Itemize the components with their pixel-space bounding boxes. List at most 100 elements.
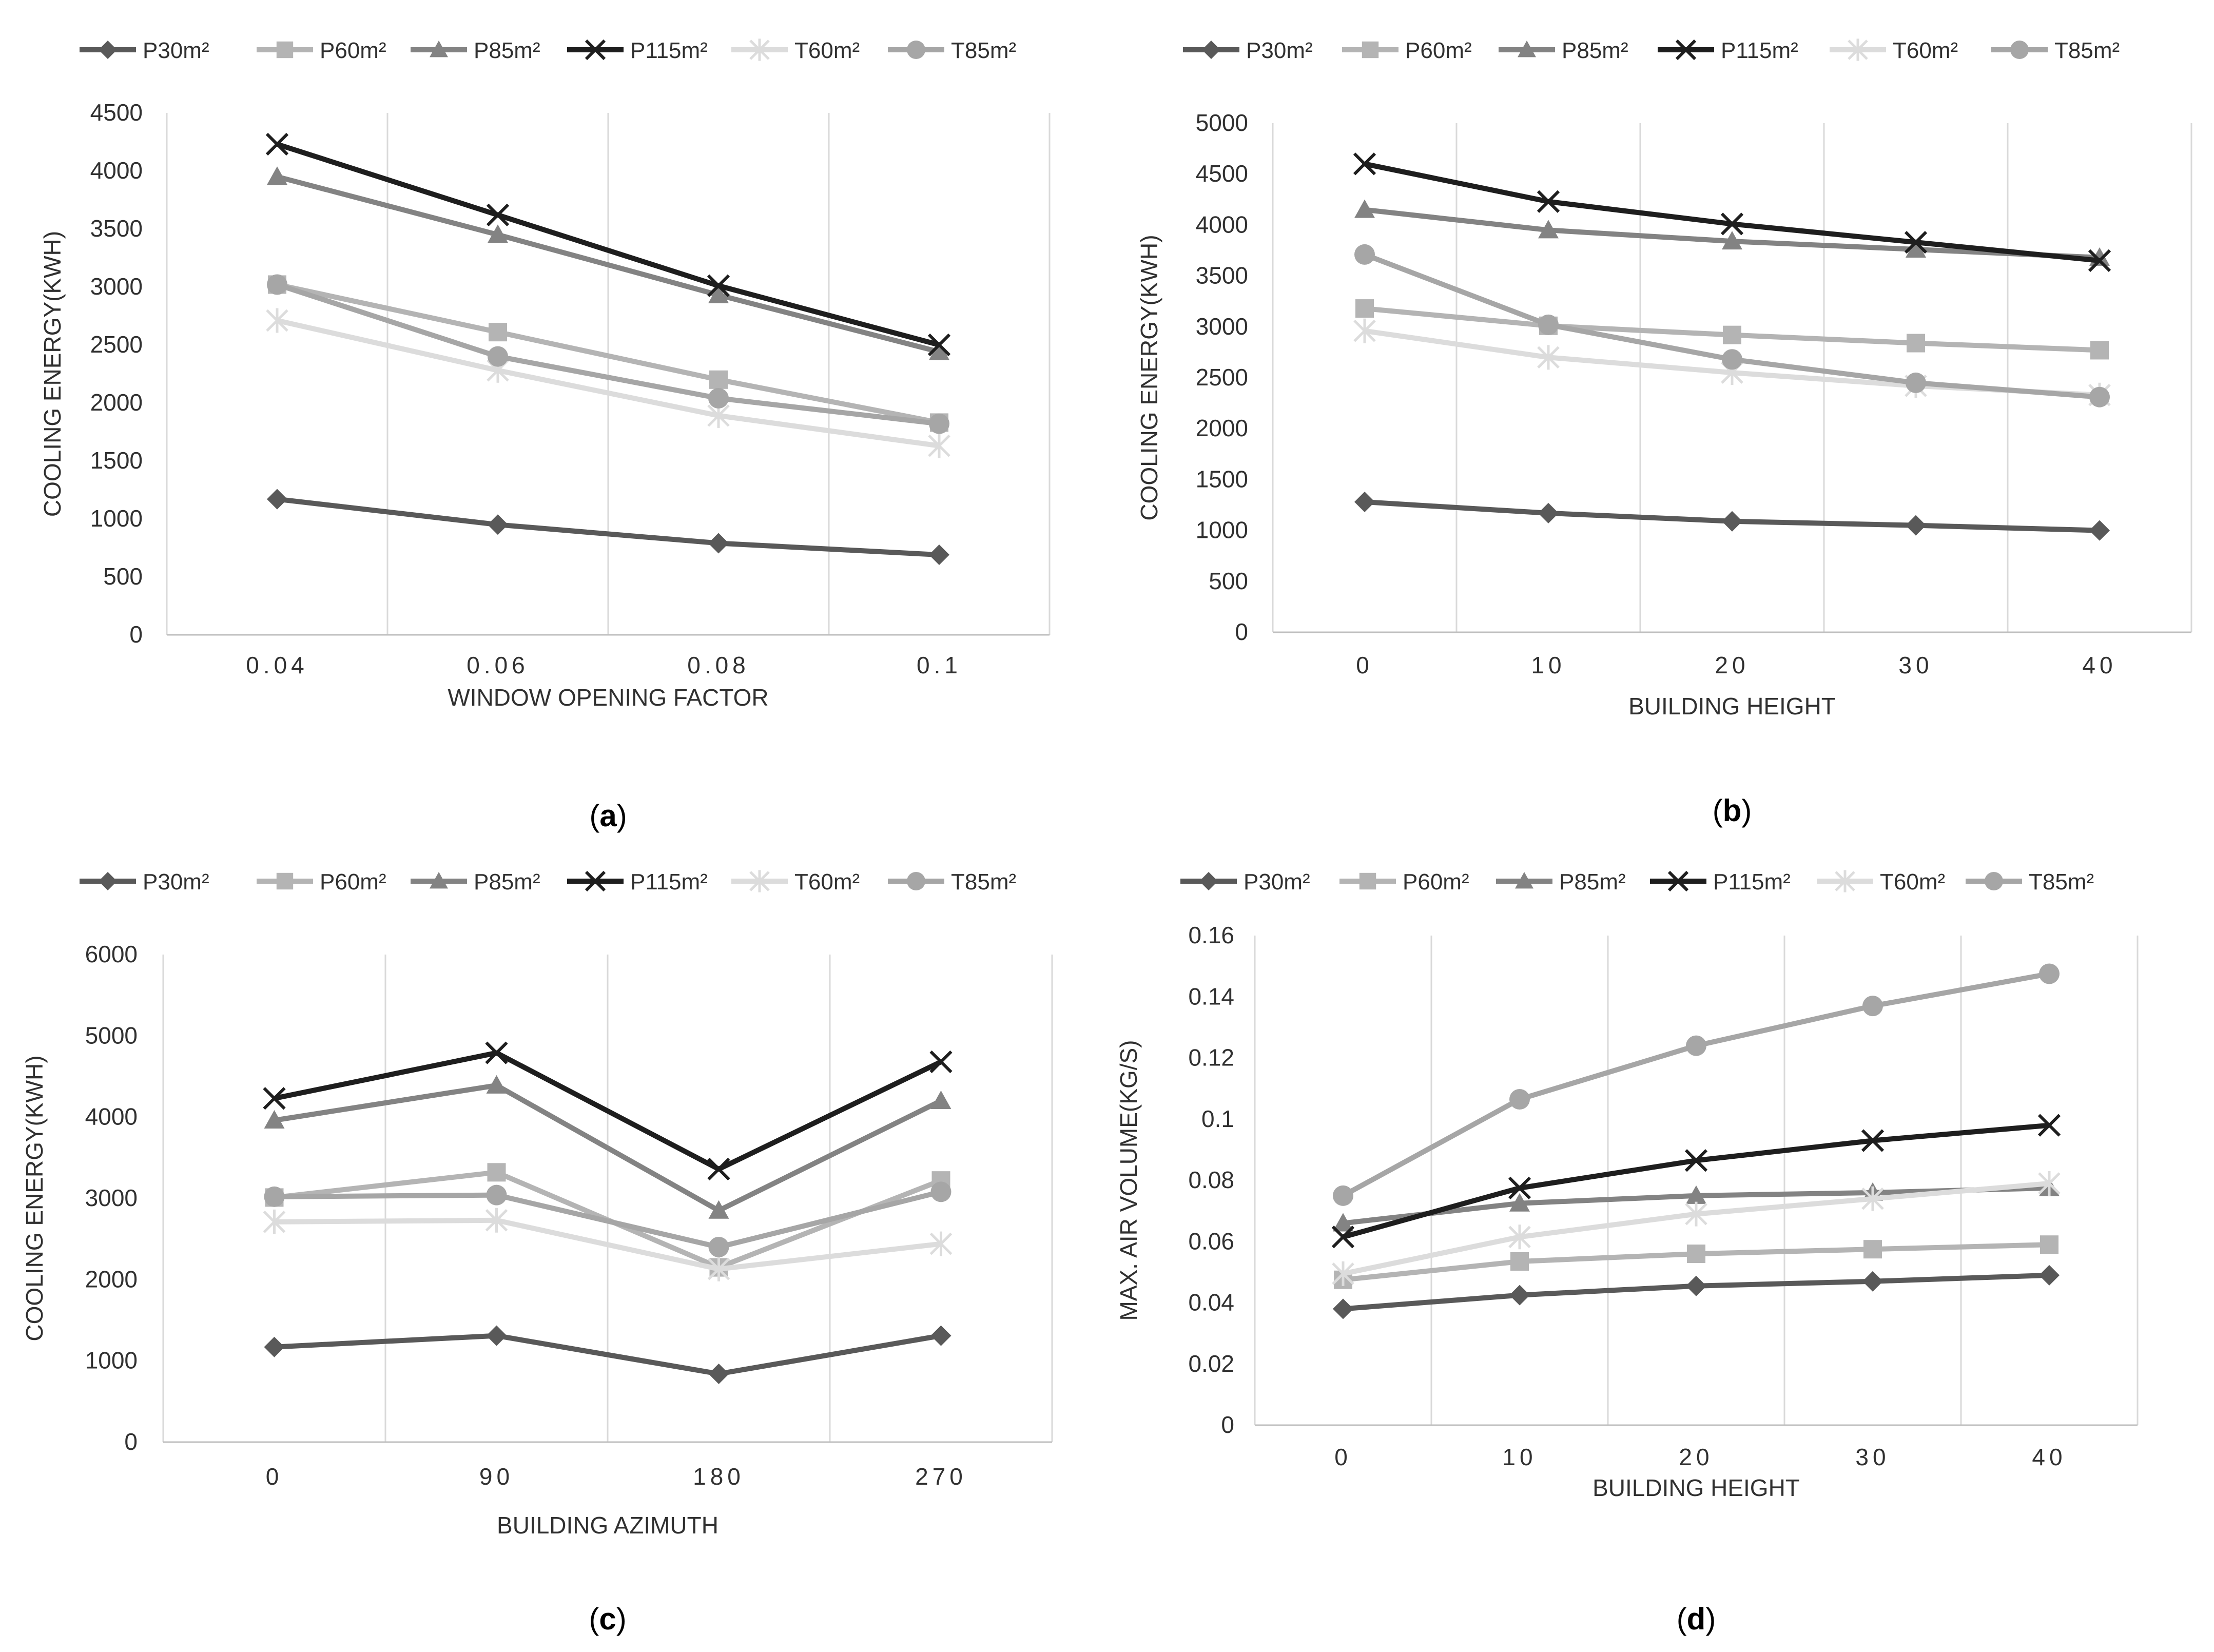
series-T60m² [1332, 1171, 2061, 1286]
legend-marker [749, 870, 770, 892]
legend-marker [907, 872, 925, 890]
legend-marker [1675, 39, 1697, 61]
legend: P30m² P60m² P85m² P115m² T60m² T85m² [1180, 869, 2094, 895]
x-axis-title: WINDOW OPENING FACTOR [448, 684, 768, 711]
series-line [276, 142, 940, 347]
x-tick-label: 40 [2082, 652, 2116, 678]
y-tick-label: 1000 [90, 505, 143, 532]
legend-item: P85m² [411, 38, 540, 63]
legend-item: P60m² [257, 869, 386, 895]
y-tick-label: 0.06 [1188, 1228, 1234, 1254]
legend-marker [276, 872, 294, 890]
y-tick-label: 1500 [90, 447, 143, 474]
data-point [1331, 1226, 1355, 1249]
legend-label: T60m² [1893, 38, 1958, 63]
data-point [267, 274, 287, 295]
legend-item: P30m² [80, 869, 209, 895]
legend-label: P115m² [630, 38, 708, 63]
series-P115m² [1331, 1114, 2061, 1249]
x-tick-label: 270 [915, 1463, 967, 1490]
legend-item: P115m² [567, 869, 708, 895]
data-point [927, 333, 951, 357]
series-line [276, 282, 940, 426]
data-point [263, 1087, 286, 1110]
y-tick-label: 3000 [1196, 313, 1248, 340]
data-point [707, 1256, 730, 1281]
data-point [1332, 1261, 1354, 1286]
legend-label: P30m² [1246, 38, 1313, 63]
panel-caption: (b) [1713, 793, 1752, 828]
legend-marker [1362, 41, 1379, 59]
y-tick-label: 0 [124, 1428, 138, 1455]
data-point [1906, 239, 1926, 258]
data-point [1508, 1225, 1531, 1250]
y-tick-label: 0.1 [1201, 1105, 1234, 1132]
data-point [1720, 212, 1744, 236]
data-point [709, 370, 728, 389]
data-point [1687, 1245, 1705, 1264]
data-point [1538, 314, 1559, 335]
data-point [1904, 231, 1928, 254]
legend-marker [1518, 41, 1536, 57]
legend-marker [585, 870, 606, 892]
y-tick-label: 4000 [85, 1103, 138, 1130]
legend-item: P30m² [1180, 869, 1310, 895]
legend-label: P85m² [1562, 38, 1628, 63]
y-tick-label: 0 [129, 621, 143, 648]
data-point [1353, 318, 1376, 343]
data-point [1906, 515, 1926, 536]
data-point [1722, 231, 1742, 250]
data-point [266, 308, 288, 333]
data-point [264, 1336, 285, 1357]
series-line [277, 496, 940, 558]
data-point [486, 1325, 507, 1346]
chart-3: 0 1000 2000 3000 4000 5000 6000 0 90 180 270 BUILDI… [21, 869, 1053, 1636]
series-P115m² [265, 132, 951, 357]
data-point [707, 1157, 730, 1181]
legend-item: P115m² [1658, 38, 1798, 63]
data-point [487, 1163, 506, 1182]
legend-marker [907, 41, 925, 59]
y-tick-label: 1000 [1196, 517, 1248, 543]
legend: P30m² P60m² P85m² P115m² T60m² T85m² [1183, 38, 2120, 63]
legend-label: T85m² [951, 869, 1016, 895]
legend-label: P30m² [143, 869, 209, 895]
legend-marker [99, 41, 117, 59]
data-point [485, 1208, 508, 1233]
x-tick-label: 20 [1679, 1444, 1713, 1470]
data-point [1862, 1271, 1883, 1292]
legend-item: P85m² [1499, 38, 1628, 63]
x-tick-label: 0.04 [246, 652, 308, 678]
y-tick-label: 500 [1209, 568, 1248, 594]
legend-item: P30m² [80, 38, 209, 63]
x-tick-label: 90 [479, 1463, 514, 1490]
y-tick-label: 0.02 [1188, 1350, 1234, 1377]
data-point [1686, 1035, 1706, 1056]
legend-item: P85m² [411, 869, 540, 895]
series-T85m² [1354, 244, 2110, 407]
chart-4: 0 0.02 0.04 0.06 0.08 0.1 0.12 0.14 0.16 0 10 20 30 4… [1115, 869, 2139, 1636]
data-point [1863, 1240, 1882, 1259]
data-point [486, 1075, 507, 1094]
y-tick-label: 1000 [85, 1347, 138, 1374]
data-point [1861, 1129, 1885, 1152]
legend-label: P60m² [320, 38, 386, 63]
data-point [929, 1231, 953, 1256]
legend-label: T85m² [951, 38, 1016, 63]
data-point [929, 545, 949, 566]
legend-label: T60m² [794, 869, 860, 895]
series-P115m² [263, 1041, 953, 1181]
y-tick-label: 2500 [90, 331, 143, 358]
data-point [930, 1091, 951, 1109]
legend-item: P60m² [257, 38, 386, 63]
chart-1: 0 500 1000 1500 2000 2500 3000 3500 4000 4500 0.04… [39, 38, 1051, 833]
legend-label: P85m² [474, 38, 540, 63]
legend-label: P30m² [1244, 869, 1310, 895]
data-point [1686, 1185, 1706, 1204]
y-tick-label: 5000 [1196, 109, 1248, 136]
panel-caption: (d) [1677, 1602, 1716, 1636]
data-point [1354, 492, 1375, 513]
data-point [708, 284, 729, 303]
y-tick-label: 0.14 [1188, 983, 1234, 1009]
series-P30m² [1354, 492, 2110, 541]
